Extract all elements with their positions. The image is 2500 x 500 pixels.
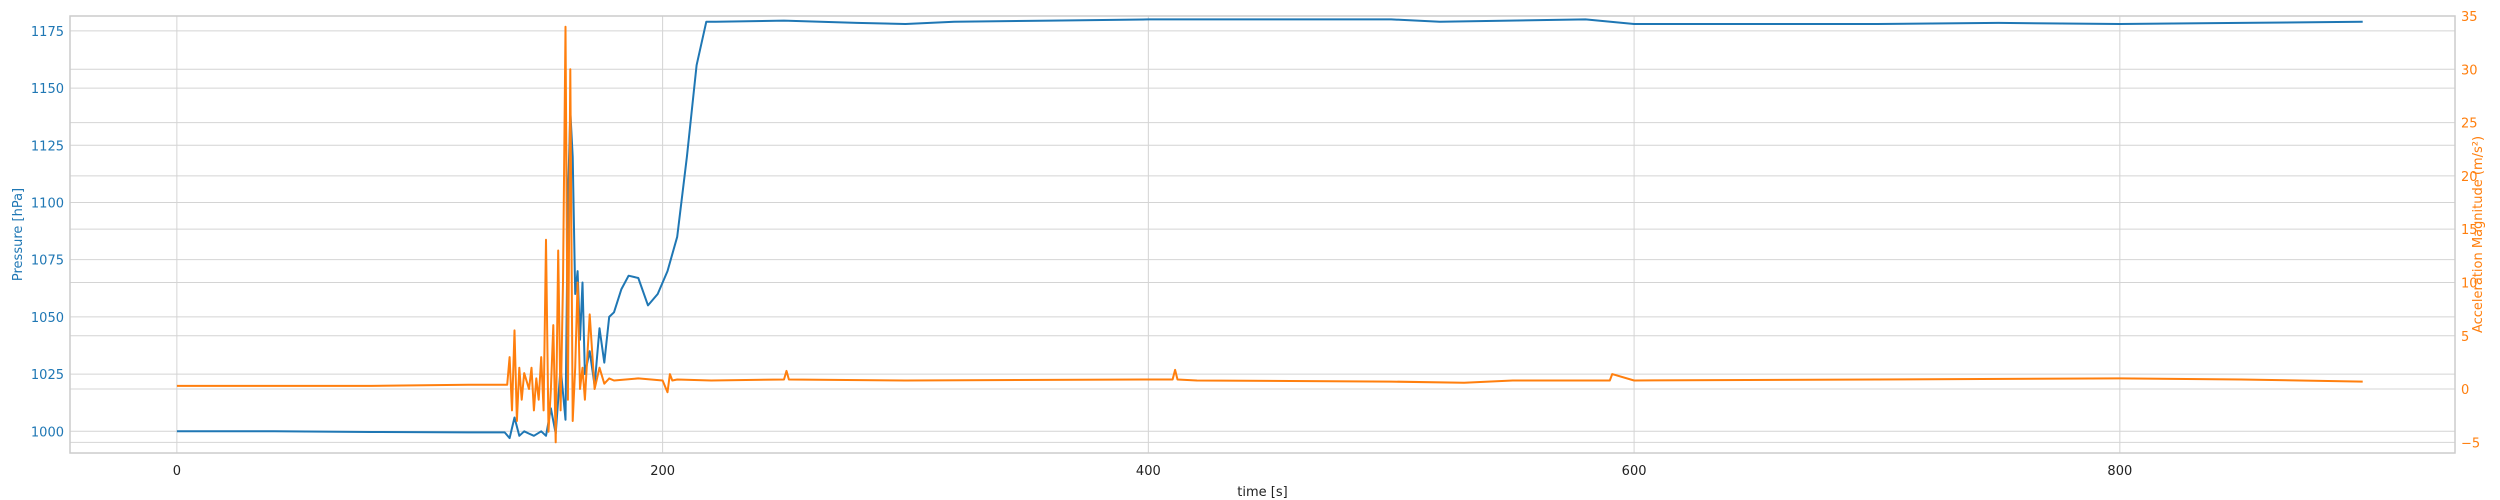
y-right-tick-label: 5 <box>2461 330 2469 345</box>
tick-labels: 0 200 400 600 800100010251050107511001125115… <box>31 10 2480 479</box>
y-right-tick-label: −5 <box>2461 436 2480 451</box>
y-right-tick-label: 25 <box>2461 117 2478 132</box>
y-right-tick-label: 0 <box>2461 383 2469 398</box>
x-tick-label: 800 <box>2107 464 2132 479</box>
y-left-tick-label: 1050 <box>31 311 64 326</box>
x-axis-label: time [s] <box>1237 485 1287 500</box>
x-tick-label: 400 <box>1136 464 1161 479</box>
y-left-tick-label: 1150 <box>31 82 64 97</box>
y-left-tick-label: 1075 <box>31 254 64 269</box>
pressure-series-line <box>176 18 2363 440</box>
grid <box>70 15 2455 453</box>
y-left-tick-label: 1175 <box>31 25 64 40</box>
y-right-tick-label: 15 <box>2461 223 2478 238</box>
y-left-tick-label: 1025 <box>31 368 64 383</box>
acceleration-series-line <box>176 25 2363 444</box>
x-tick-label: 600 <box>1622 464 1647 479</box>
x-tick-label: 200 <box>650 464 675 479</box>
y-right-tick-label: 35 <box>2461 10 2478 25</box>
x-tick-label: 0 <box>173 464 181 479</box>
y-left-tick-label: 1000 <box>31 425 64 440</box>
y-right-tick-label: 10 <box>2461 276 2478 291</box>
y-right-tick-label: 30 <box>2461 63 2478 78</box>
y-left-tick-label: 1125 <box>31 139 64 154</box>
right-y-axis-label: Acceleration Magnitude (m/s²) <box>2471 136 2486 333</box>
left-y-axis-label: Pressure [hPa] <box>11 188 26 281</box>
series-layer <box>176 18 2363 444</box>
plot-area-frame <box>69 15 2456 454</box>
y-right-tick-label: 20 <box>2461 170 2478 185</box>
y-left-tick-label: 1100 <box>31 196 64 211</box>
